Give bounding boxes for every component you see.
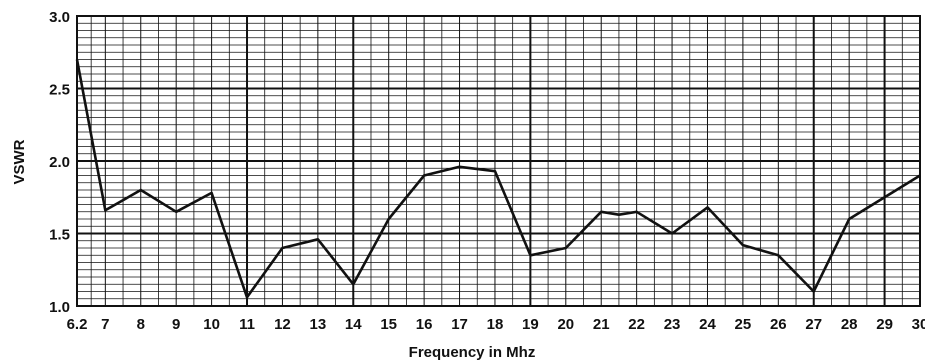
y-tick-labels: 1.0 1.5 2.0 2.5 3.0 xyxy=(49,9,70,316)
x-tick-label: 9 xyxy=(172,316,180,333)
x-tick-label: 30 xyxy=(912,316,925,333)
major-grid xyxy=(77,16,920,306)
y-tick-label: 2.5 xyxy=(49,82,70,99)
x-tick-label: 6.2 xyxy=(67,316,88,333)
x-tick-label: 14 xyxy=(345,316,362,333)
x-tick-labels: 6.2 7 8 9 10 11 12 13 14 15 16 17 18 19 20 21 22 23 24 25 26… xyxy=(67,316,925,333)
x-tick-label: 8 xyxy=(137,316,145,333)
x-tick-label: 18 xyxy=(487,316,504,333)
x-tick-label: 11 xyxy=(239,316,255,333)
x-tick-label: 21 xyxy=(593,316,610,333)
x-tick-label: 29 xyxy=(876,316,893,333)
y-tick-label: 1.5 xyxy=(49,227,70,244)
y-tick-label: 3.0 xyxy=(49,9,70,26)
x-tick-label: 28 xyxy=(841,316,858,333)
x-tick-label: 26 xyxy=(770,316,787,333)
x-tick-label: 13 xyxy=(310,316,327,333)
x-axis-title: Frequency in Mhz xyxy=(409,344,536,361)
x-tick-label: 12 xyxy=(274,316,291,333)
series-line xyxy=(75,59,921,299)
x-tick-label: 27 xyxy=(805,316,822,333)
x-tick-label: 23 xyxy=(664,316,681,333)
y-tick-label: 2.0 xyxy=(49,154,70,171)
x-tick-label: 7 xyxy=(101,316,109,333)
x-tick-label: 10 xyxy=(203,316,220,333)
x-tick-label: 20 xyxy=(557,316,574,333)
series-layer xyxy=(75,59,921,299)
x-tick-label: 22 xyxy=(628,316,645,333)
x-tick-label: 16 xyxy=(416,316,433,333)
x-tick-label: 19 xyxy=(522,316,539,333)
x-tick-label: 15 xyxy=(380,316,397,333)
plot-frame xyxy=(76,15,921,307)
x-tick-label: 24 xyxy=(699,316,716,333)
y-tick-label: 1.0 xyxy=(49,299,70,316)
x-tick-label: 17 xyxy=(451,316,468,333)
x-tick-label: 25 xyxy=(735,316,752,333)
y-axis-title: VSWR xyxy=(11,139,28,184)
